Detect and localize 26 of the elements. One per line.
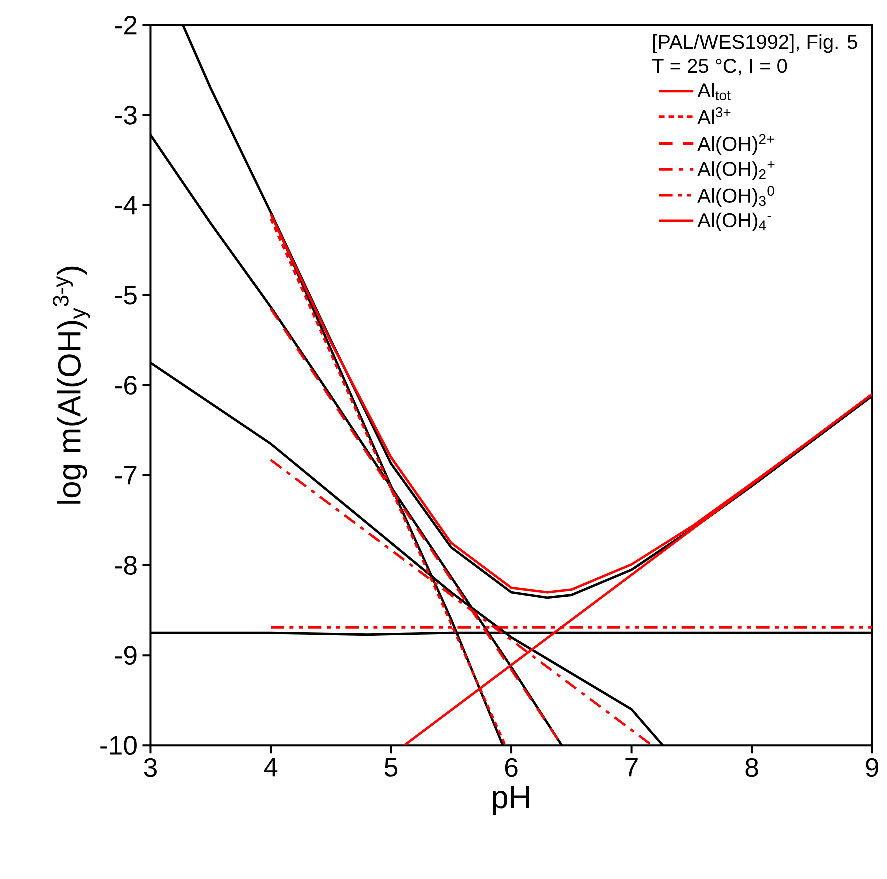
x-tick-label: 6: [505, 758, 518, 778]
x-tick-label: 9: [866, 758, 878, 778]
x-tick-label: 5: [384, 758, 398, 777]
y-tick-label: -9: [115, 646, 137, 666]
legend-label: Al$^{3+}$: [698, 108, 731, 124]
y-tick-label: -3: [115, 106, 137, 125]
y-axis-title: log m(Al(OH)$_{y}$$^{3-y}$): [52, 266, 90, 504]
y-tick-label: -5: [115, 286, 137, 305]
legend-title: [PAL/WES1992], Fig. 5: [653, 34, 858, 54]
y-tick-label: -10: [100, 736, 137, 756]
x-axis-title: pH: [493, 786, 530, 816]
legend-label: Al(OH)$_{4}$-: [698, 212, 772, 232]
x-tick-label: 8: [746, 758, 758, 778]
x-tick-label: 3: [144, 758, 157, 778]
y-tick-label: -4: [115, 196, 138, 215]
legend-label: Al$_{tot}$: [698, 83, 731, 101]
legend-label: Al(OH)$_{2}$+: [698, 161, 775, 180]
legend-label: Al(OH)$_{3}$0: [698, 186, 774, 207]
x-tick-label: 7: [626, 758, 638, 777]
legend-label: Al(OH)$^{2+}$: [698, 134, 774, 156]
y-tick-label: -7: [115, 466, 137, 485]
x-tick-label: 4: [264, 758, 278, 777]
annotation: T = 25 °C, I = 0: [652, 59, 788, 76]
y-tick-label: -6: [115, 376, 137, 395]
y-tick-label: -8: [115, 556, 137, 575]
y-tick-label: -2: [115, 16, 137, 35]
